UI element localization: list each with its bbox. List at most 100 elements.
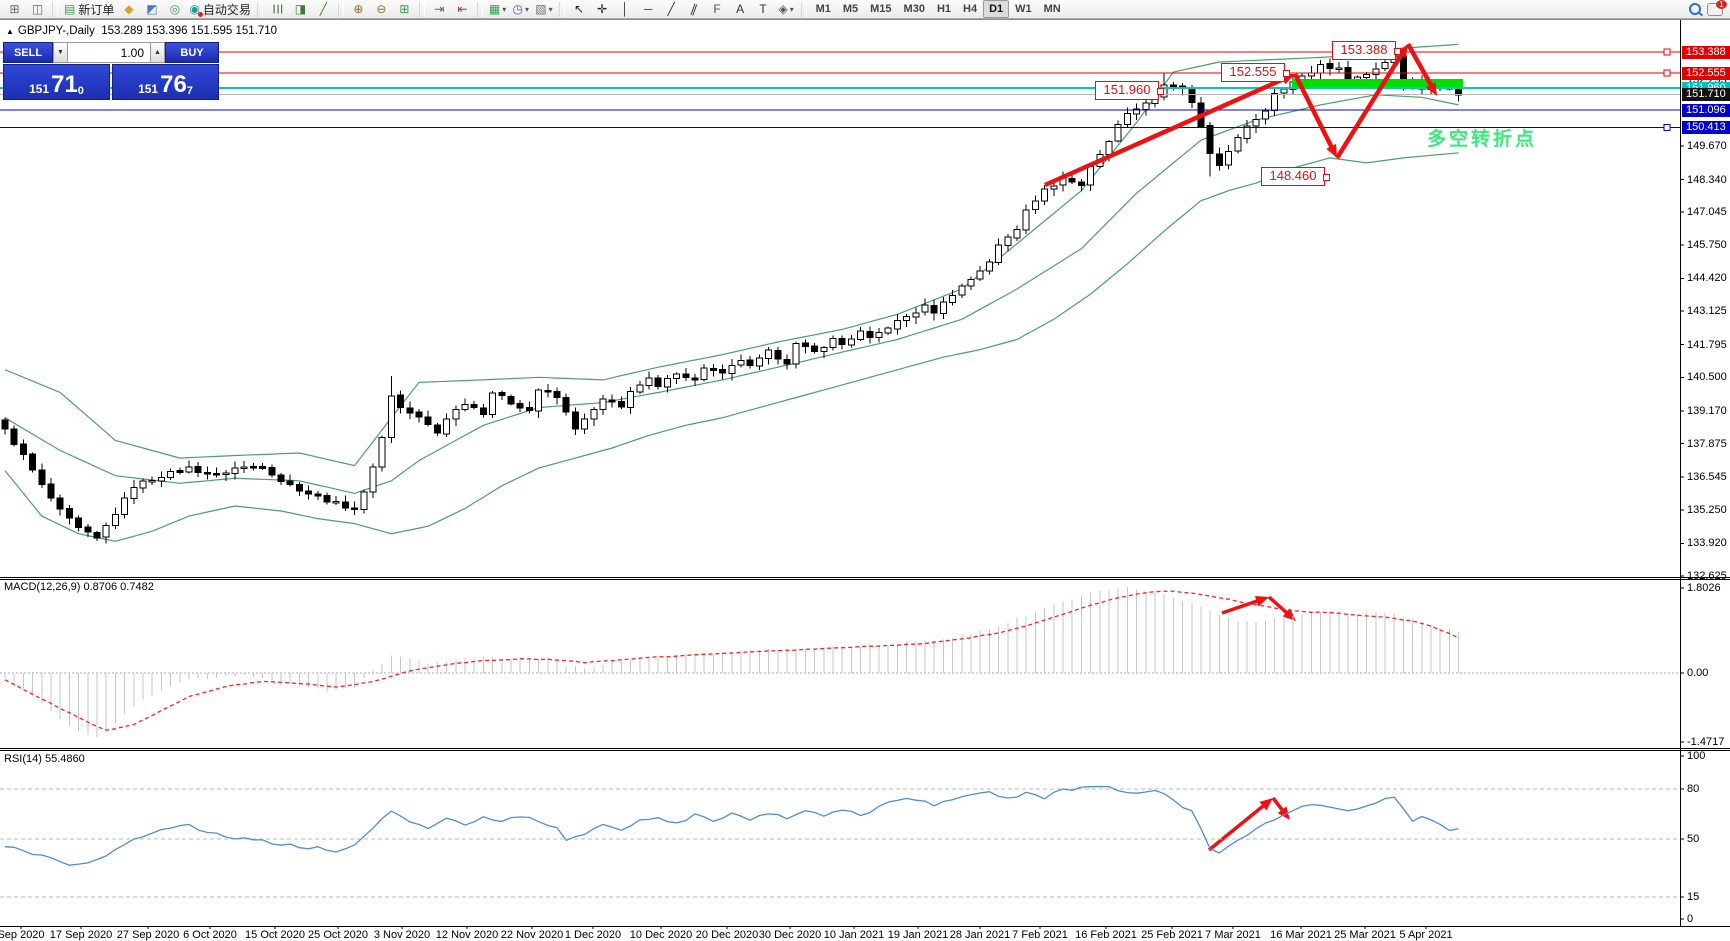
zoom-in-button[interactable]: ⊕ [347, 0, 370, 19]
search-icon[interactable] [1689, 3, 1701, 15]
macd-tick: 0.00 [1687, 667, 1709, 679]
chart-shift-button[interactable]: ⇤ [451, 0, 474, 19]
tile-windows-button[interactable]: ⊞ [393, 0, 416, 19]
arrows-icon: ◈ [778, 2, 788, 16]
zoom-out-icon: ⊖ [376, 2, 387, 16]
profiles-icon: ◫ [31, 2, 44, 16]
timeframe-m5-button[interactable]: M5 [842, 3, 859, 15]
horizontal-line-button[interactable]: ─ [637, 0, 660, 19]
price-tick: 141.795 [1687, 338, 1727, 351]
date-label: 6 Oct 2020 [183, 929, 237, 941]
period-button[interactable]: ◷ ▾ [509, 0, 532, 19]
timeframe-d1-button[interactable]: D1 [983, 0, 1010, 18]
profiles-button[interactable]: ◫ [26, 0, 49, 19]
crosshair-button[interactable]: ✛ [591, 0, 614, 19]
timeframe-h4-button[interactable]: H4 [963, 3, 978, 15]
chart-symbol-period: GBPJPY-,Daily [17, 25, 95, 37]
vertical-line-icon: │ [621, 2, 629, 16]
notification-badge: 1 [1716, 0, 1727, 9]
date-label: 17 Sep 2020 [49, 929, 113, 941]
date-label: 20 Dec 2020 [695, 929, 759, 941]
date-label: 27 Sep 2020 [116, 929, 180, 941]
date-label: 7 Feb 2021 [1012, 929, 1068, 941]
buy-button[interactable]: BUY [165, 42, 219, 63]
new-template-icon: ▦ [488, 2, 501, 16]
highlighter-button[interactable]: ◆ [117, 0, 140, 19]
timeframe-m30-button[interactable]: M30 [903, 3, 925, 15]
price-tick: 149.670 [1687, 140, 1727, 152]
autotrading-status-dot [197, 12, 203, 17]
fibonacci-button[interactable]: F [706, 0, 729, 19]
date-label: 1 Dec 2020 [564, 929, 622, 941]
toolbar-separator [337, 1, 344, 17]
annotation-label-152.555[interactable]: 152.555 [1221, 63, 1290, 82]
label-button[interactable]: T [752, 0, 775, 19]
rsi-label: RSI(14) 55.4860 [4, 753, 85, 765]
new-chart-icon: ⊞ [9, 2, 20, 16]
auto-scroll-icon: ⇥ [434, 2, 445, 16]
chart-shift-icon: ⇤ [457, 2, 468, 16]
auto-scroll-button[interactable]: ⇥ [428, 0, 451, 19]
zoom-out-button[interactable]: ⊖ [370, 0, 393, 19]
price-tick: 144.420 [1687, 272, 1727, 285]
chart-style-button[interactable]: ▧ ▾ [532, 0, 555, 19]
date-label: 12 Nov 2020 [435, 929, 499, 941]
new-chart-button[interactable]: ⊞ [3, 0, 26, 19]
bull-bear-turning-point-note[interactable]: 多空转折点 [1427, 129, 1538, 150]
volume-input[interactable]: 1.00 [68, 42, 150, 63]
buy-price[interactable]: 151 76 7 [112, 64, 219, 100]
date-label: 10 Dec 2020 [629, 929, 693, 941]
sell-price[interactable]: 151 71 0 [3, 64, 110, 100]
line-chart-icon: ╱ [319, 2, 327, 16]
date-label: 15 Oct 2020 [245, 929, 305, 941]
price-tick: 135.250 [1687, 503, 1727, 516]
price-tag-151.710: 151.710 [1682, 88, 1730, 102]
toolbar-separator [418, 1, 425, 17]
market-depth-icon: ◩ [146, 2, 158, 16]
arrows-button[interactable]: ◈ ▾ [775, 0, 798, 19]
date-label: 10 Jan 2021 [823, 929, 885, 941]
timeframe-mn-button[interactable]: MN [1043, 3, 1061, 15]
timeframe-m1-button[interactable]: M1 [815, 3, 831, 15]
rsi-tick: 80 [1687, 783, 1700, 795]
price-tick: 147.045 [1687, 206, 1727, 219]
line-chart-button[interactable]: ╱ [312, 0, 335, 19]
timeframe-w1-button[interactable]: W1 [1015, 3, 1032, 15]
cursor-icon: ↖ [574, 2, 585, 16]
chevron-down-icon: ▾ [789, 4, 794, 14]
volume-decrease-button[interactable]: ▼ [53, 42, 68, 63]
autotrading-button[interactable]: ◉ 自动交易 [186, 0, 254, 19]
notifications-icon[interactable]: 1 [1707, 0, 1727, 16]
new-template-button[interactable]: ▦ ▾ [486, 0, 509, 19]
trendline-button[interactable]: ╱ [660, 0, 683, 19]
candlestick-chart-button[interactable]: ◨ [289, 0, 312, 19]
text-icon: A [736, 2, 745, 16]
text-button[interactable]: A [729, 0, 752, 19]
one-click-toggle-icon[interactable]: ▲ [6, 27, 14, 36]
zoom-in-icon: ⊕ [353, 2, 364, 16]
date-label: 25 Feb 2021 [1141, 929, 1203, 941]
annotation-label-151.960[interactable]: 151.960 [1095, 81, 1164, 100]
autotrading-label: 自动交易 [202, 2, 251, 17]
candlestick-chart-icon: ◨ [294, 2, 307, 16]
price-tick: 148.340 [1687, 173, 1727, 186]
cursor-button[interactable]: ↖ [568, 0, 591, 19]
new-order-button[interactable]: ▤ 新订单 [61, 0, 117, 19]
timeframe-m15-button[interactable]: M15 [870, 3, 892, 15]
annotation-label-148.460[interactable]: 148.460 [1261, 167, 1330, 186]
tile-windows-icon: ⊞ [399, 2, 410, 16]
date-label: 25 Mar 2021 [1334, 929, 1396, 941]
timeframe-h1-button[interactable]: H1 [936, 3, 952, 15]
volume-increase-button[interactable]: ▲ [150, 42, 165, 63]
price-tag-150.413: 150.413 [1682, 120, 1730, 134]
annotation-label-153.388[interactable]: 153.388 [1332, 41, 1401, 60]
vertical-line-button[interactable]: │ [614, 0, 637, 19]
price-tick: 132.625 [1687, 569, 1727, 582]
navigator-icon: ◎ [169, 2, 181, 16]
sell-button[interactable]: SELL [3, 42, 53, 63]
fibonacci-icon: F [713, 2, 721, 16]
navigator-button[interactable]: ◎ [163, 0, 186, 19]
rsi-tick: 15 [1687, 891, 1700, 903]
market-depth-button[interactable]: ◩ [140, 0, 163, 19]
